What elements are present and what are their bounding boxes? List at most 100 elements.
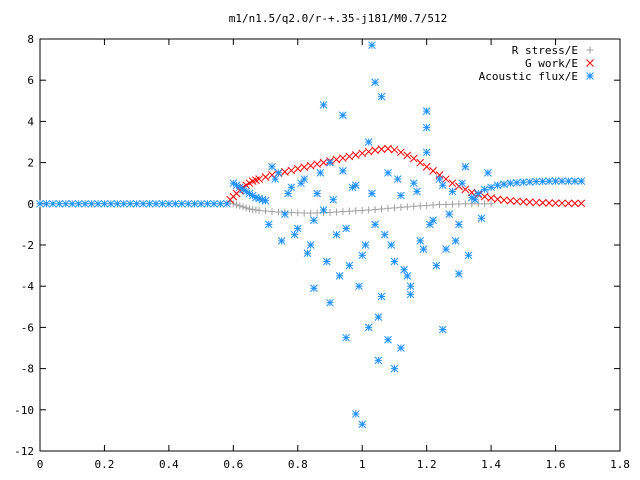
data-point xyxy=(519,178,528,187)
data-point xyxy=(397,148,405,157)
data-point xyxy=(313,209,321,217)
data-point xyxy=(500,180,508,189)
data-point xyxy=(313,160,321,168)
data-point xyxy=(81,199,89,208)
data-point xyxy=(329,195,338,204)
data-point xyxy=(339,111,347,120)
data-point xyxy=(262,207,270,215)
data-point xyxy=(277,237,286,245)
data-point xyxy=(233,201,241,209)
data-point xyxy=(480,192,489,201)
data-point xyxy=(474,200,482,208)
series-acoustic-flux-e xyxy=(36,41,586,429)
data-point xyxy=(422,107,431,115)
data-point xyxy=(461,162,470,171)
data-point xyxy=(480,185,489,194)
data-point xyxy=(400,265,408,274)
data-point xyxy=(229,200,237,208)
data-point xyxy=(274,169,283,177)
data-point xyxy=(271,175,280,183)
legend-label: G work/E xyxy=(525,57,578,70)
data-point xyxy=(342,333,350,342)
data-point xyxy=(390,257,399,266)
x-tick-label: 1.4 xyxy=(481,458,501,471)
data-point xyxy=(461,185,470,194)
data-point xyxy=(384,335,392,344)
data-point xyxy=(268,162,276,171)
data-point xyxy=(451,237,460,245)
data-point xyxy=(268,208,276,216)
data-point xyxy=(551,199,560,208)
data-point xyxy=(358,149,367,158)
data-point xyxy=(506,196,515,205)
data-point xyxy=(145,199,154,208)
data-point xyxy=(284,189,292,198)
data-point xyxy=(487,183,495,192)
data-point xyxy=(368,189,376,198)
data-point xyxy=(432,261,441,270)
data-point xyxy=(345,207,353,215)
data-point xyxy=(380,230,389,239)
data-point xyxy=(429,166,437,175)
data-point xyxy=(345,152,354,161)
data-point xyxy=(319,158,328,167)
legend-label: R stress/E xyxy=(512,44,578,57)
series-layer xyxy=(36,41,586,429)
data-point xyxy=(448,179,457,188)
data-point xyxy=(416,158,425,167)
data-point xyxy=(293,224,302,233)
data-point xyxy=(423,201,431,209)
data-point xyxy=(351,410,360,418)
data-point xyxy=(484,169,492,177)
data-point xyxy=(358,206,366,214)
data-point xyxy=(348,183,357,192)
series-r-stress-e xyxy=(226,198,495,217)
data-point xyxy=(455,200,463,208)
x-tick-label: 1.8 xyxy=(610,458,630,471)
data-point xyxy=(410,202,418,210)
data-point xyxy=(358,420,367,429)
data-point xyxy=(126,199,135,208)
data-point xyxy=(49,199,57,208)
data-point xyxy=(409,154,418,163)
data-point xyxy=(403,203,411,211)
legend-marker xyxy=(586,59,594,67)
data-point xyxy=(397,191,405,200)
data-point xyxy=(487,200,495,208)
data-point xyxy=(384,169,392,177)
data-point xyxy=(506,179,515,188)
data-point xyxy=(300,209,308,217)
data-point xyxy=(571,199,579,208)
data-point xyxy=(236,202,244,210)
data-point xyxy=(374,356,383,365)
data-point xyxy=(300,163,309,171)
data-point xyxy=(422,123,431,132)
data-point xyxy=(519,197,528,206)
data-point xyxy=(364,323,373,332)
data-point xyxy=(525,198,534,207)
data-point xyxy=(351,151,360,159)
data-point xyxy=(387,241,396,249)
data-point xyxy=(397,344,405,352)
data-point xyxy=(390,145,399,154)
data-point xyxy=(74,199,83,208)
data-point xyxy=(416,237,425,245)
data-point xyxy=(377,292,386,301)
data-point xyxy=(429,216,437,225)
y-tick-label: 6 xyxy=(27,74,34,87)
data-point xyxy=(326,208,334,216)
data-point xyxy=(310,284,318,293)
data-point xyxy=(564,199,573,208)
data-point xyxy=(316,169,325,177)
data-point xyxy=(442,200,450,208)
data-point xyxy=(361,241,370,249)
x-tick-label: 1.6 xyxy=(546,458,566,471)
data-point xyxy=(355,282,363,291)
data-point xyxy=(332,155,341,164)
data-point xyxy=(371,220,379,229)
data-point xyxy=(345,261,354,270)
data-point xyxy=(358,251,367,260)
data-point xyxy=(436,201,444,209)
data-point xyxy=(268,171,276,179)
